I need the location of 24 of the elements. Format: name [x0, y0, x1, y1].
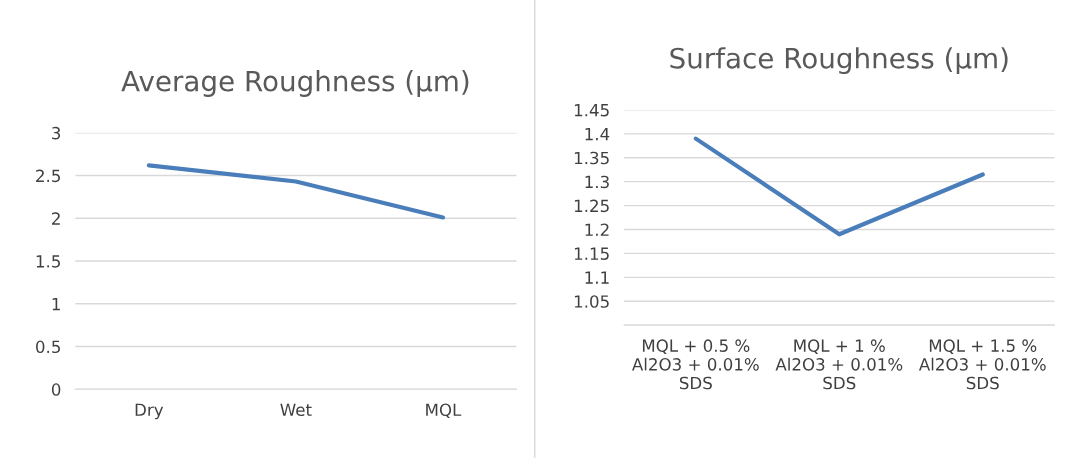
x-tick-label: MQL [426, 403, 462, 418]
y-tick-label: 2.5 [36, 169, 60, 183]
y-tick-label: 1.4 [585, 128, 610, 141]
y-tick-label: 3 [52, 126, 61, 140]
x-tick-label: MQL + 1 % Al2O3 + 0.01% SDS [775, 339, 903, 390]
y-tick-label: 1.3 [585, 175, 609, 189]
y-tick-label: 1 [52, 297, 60, 311]
x-tick-label: Wet [280, 403, 312, 417]
y-tick-label: 1.1 [585, 271, 609, 284]
y-tick-label: 1.45 [574, 104, 609, 117]
y-tick-label: 2 [52, 212, 60, 225]
y-tick-label: 1.2 [585, 223, 609, 236]
x-tick-label: Dry [135, 403, 164, 420]
y-tick-label: 1.05 [574, 295, 609, 308]
y-tick-label: 1.5 [36, 255, 60, 268]
x-tick-label: MQL + 0.5 % Al2O3 + 0.01% SDS [632, 339, 759, 390]
chart-title: Surface Roughness (µm) [670, 47, 1008, 75]
y-tick-label: 1.35 [574, 151, 609, 165]
y-tick-label: 0.5 [36, 340, 60, 354]
y-tick-label: 1.25 [574, 199, 609, 213]
y-tick-label: 0 [51, 383, 61, 396]
x-tick-label: MQL + 1.5 % Al2O3 + 0.01% SDS [918, 339, 1046, 390]
chart-title: Average Roughness (µm) [121, 70, 469, 97]
y-tick-label: 1.15 [574, 247, 609, 260]
